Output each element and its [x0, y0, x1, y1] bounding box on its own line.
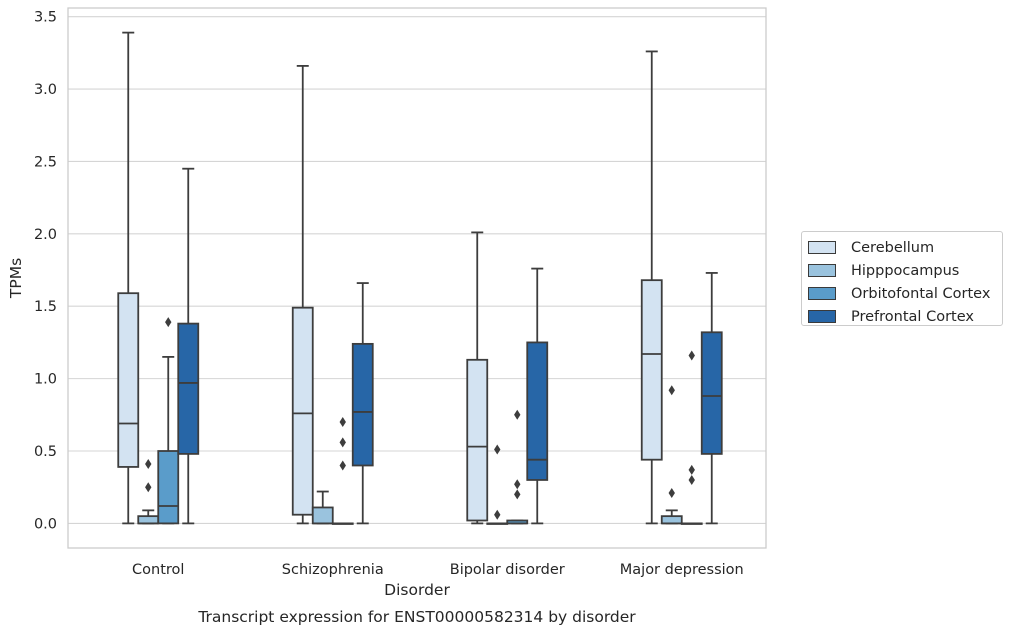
outlier-point: [688, 464, 695, 475]
y-tick-label: 0.0: [34, 516, 57, 532]
box-body: [291, 306, 314, 516]
y-tick-label: 1.5: [34, 299, 57, 315]
y-tick-label: 1.0: [34, 372, 57, 388]
box-body: [177, 322, 200, 455]
box-cerebellum: [466, 231, 489, 525]
outlier-point: [494, 444, 501, 455]
x-axis-label: Disorder: [384, 581, 450, 599]
legend-item-hippocampus: Hipppocampus: [808, 259, 1002, 282]
box-cerebellum: [291, 65, 314, 525]
box-prefrontal-cortex: [526, 267, 549, 525]
box-prefrontal-cortex: [700, 272, 723, 525]
outlier-point: [145, 459, 152, 470]
legend-swatch: [808, 264, 836, 277]
box-cerebellum: [640, 50, 663, 525]
box-body: [117, 292, 140, 468]
box-prefrontal-cortex: [351, 282, 374, 525]
x-tick-labels: Control Schizophrenia Bipolar disorder Majo…: [132, 562, 744, 578]
outlier-point: [339, 460, 346, 471]
y-axis-label: TPMs: [7, 258, 25, 299]
legend-item-prefrontal: Prefrontal Cortex: [808, 305, 1002, 328]
x-tick-label: Major depression: [620, 562, 744, 578]
legend-swatch: [808, 241, 836, 254]
box-prefrontal-cortex: [177, 167, 200, 525]
outlier-point: [145, 482, 152, 493]
outlier-point: [165, 317, 172, 328]
box-orbitofontal-cortex: [680, 350, 703, 525]
box-body: [311, 506, 334, 525]
outlier-point: [339, 437, 346, 448]
y-tick-label: 3.0: [34, 82, 57, 98]
y-tick-labels: 0.0 0.5 1.0 1.5 2.0 2.5 3.0 3.5: [34, 10, 57, 533]
legend-label: Hipppocampus: [851, 262, 960, 279]
box-body: [351, 342, 374, 467]
outlier-point: [668, 487, 675, 498]
y-tick-label: 2.0: [34, 227, 57, 243]
box-body: [137, 515, 160, 525]
x-tick-label: Control: [132, 562, 184, 578]
box-body: [157, 450, 180, 525]
legend: Cerebellum Hipppocampus Orbitofontal Cor…: [801, 231, 1003, 326]
legend-item-orbitofrontal: Orbitofontal Cortex: [808, 282, 1002, 305]
x-tick-label: Bipolar disorder: [450, 562, 565, 578]
legend-item-cerebellum: Cerebellum: [808, 236, 1002, 259]
plot-frame: [67, 7, 767, 549]
legend-label: Orbitofontal Cortex: [851, 285, 991, 302]
box-orbitofontal-cortex: [506, 409, 529, 525]
outlier-point: [688, 474, 695, 485]
box-cerebellum: [117, 31, 140, 525]
y-tick-label: 0.5: [34, 444, 57, 460]
legend-swatch: [808, 310, 836, 323]
legend-swatch: [808, 287, 836, 300]
outlier-point: [688, 350, 695, 361]
outlier-point: [514, 479, 521, 490]
box-hipppocampus: [311, 490, 334, 525]
box-orbitofontal-cortex: [331, 417, 354, 525]
y-tick-label: 3.5: [34, 10, 57, 26]
chart-title: Transcript expression for ENST0000058231…: [197, 608, 636, 626]
x-tick-label: Schizophrenia: [282, 562, 384, 578]
box-body: [526, 341, 549, 481]
box-body: [700, 331, 723, 455]
box-body: [640, 279, 663, 461]
y-tick-label: 2.5: [34, 154, 57, 170]
box-orbitofontal-cortex: [157, 317, 180, 525]
outlier-point: [668, 385, 675, 396]
outlier-point: [514, 409, 521, 420]
box-series: [117, 31, 723, 525]
outlier-point: [339, 417, 346, 428]
legend-label: Prefrontal Cortex: [851, 308, 974, 325]
outlier-point: [494, 509, 501, 520]
box-body: [660, 515, 683, 525]
box-body: [466, 358, 489, 522]
outlier-point: [514, 489, 521, 500]
legend-label: Cerebellum: [851, 239, 935, 256]
box-hipppocampus: [660, 385, 683, 525]
